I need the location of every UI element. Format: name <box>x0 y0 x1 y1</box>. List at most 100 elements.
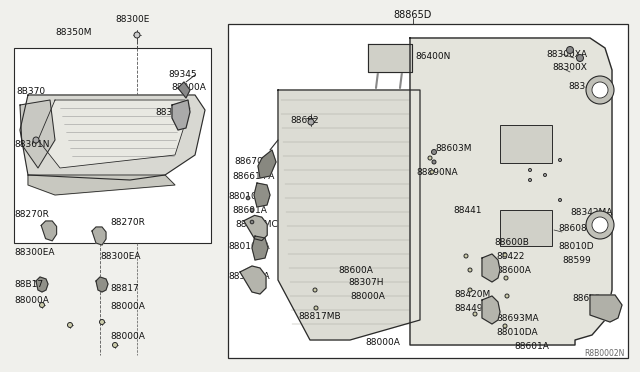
Polygon shape <box>482 296 500 324</box>
Text: 86400N: 86400N <box>415 52 451 61</box>
Text: 88600A: 88600A <box>338 266 373 275</box>
Text: 88890NA: 88890NA <box>416 168 458 177</box>
Circle shape <box>529 169 531 171</box>
Polygon shape <box>368 44 412 72</box>
Circle shape <box>428 156 432 160</box>
Polygon shape <box>20 95 205 180</box>
Bar <box>228 24 628 358</box>
Text: 88341N: 88341N <box>155 108 190 117</box>
Text: 88600B: 88600B <box>494 238 529 247</box>
Text: 88350M: 88350M <box>55 28 92 37</box>
Text: 88300EA: 88300EA <box>100 252 141 261</box>
Text: 88600A: 88600A <box>496 266 531 275</box>
Circle shape <box>468 288 472 292</box>
Circle shape <box>431 150 436 154</box>
Text: 88010DA: 88010DA <box>496 328 538 337</box>
Text: 88300E: 88300E <box>115 15 149 24</box>
Circle shape <box>586 76 614 104</box>
Text: 88300XA: 88300XA <box>546 50 587 59</box>
Polygon shape <box>20 100 55 168</box>
Text: 88307H: 88307H <box>348 278 383 287</box>
Text: 88865D: 88865D <box>394 10 432 20</box>
Text: 88000A: 88000A <box>110 302 145 311</box>
Circle shape <box>246 196 250 200</box>
Text: 88449MA: 88449MA <box>454 304 497 313</box>
Circle shape <box>250 208 254 212</box>
Circle shape <box>468 268 472 272</box>
Polygon shape <box>590 295 622 322</box>
Text: 8B370: 8B370 <box>16 87 45 96</box>
Text: 88010D: 88010D <box>558 242 594 251</box>
Circle shape <box>504 276 508 280</box>
Circle shape <box>33 137 39 143</box>
Polygon shape <box>258 150 276 178</box>
Circle shape <box>464 254 468 258</box>
Text: 88000A: 88000A <box>110 332 145 341</box>
Text: 88817MB: 88817MB <box>298 312 340 321</box>
Text: 88010DA: 88010DA <box>228 242 269 251</box>
Text: 88670YA: 88670YA <box>234 157 273 166</box>
Text: 88000A: 88000A <box>14 296 49 305</box>
Text: 88000A: 88000A <box>350 292 385 301</box>
Circle shape <box>559 158 561 161</box>
Text: 88602: 88602 <box>290 116 319 125</box>
Text: 88422: 88422 <box>496 252 524 261</box>
Circle shape <box>313 288 317 292</box>
Text: 88270R: 88270R <box>14 210 49 219</box>
Text: 88300EA: 88300EA <box>14 248 54 257</box>
Circle shape <box>308 119 314 125</box>
Text: 88010DA: 88010DA <box>228 192 269 201</box>
Polygon shape <box>482 254 500 282</box>
Polygon shape <box>252 236 268 260</box>
Circle shape <box>314 306 318 310</box>
Text: 88817: 88817 <box>110 284 139 293</box>
Polygon shape <box>41 221 56 241</box>
Circle shape <box>566 46 573 54</box>
Polygon shape <box>92 227 106 245</box>
Circle shape <box>586 211 614 239</box>
Polygon shape <box>278 90 420 340</box>
Bar <box>500 210 552 246</box>
Text: 88661+A: 88661+A <box>232 172 275 181</box>
Polygon shape <box>172 100 190 130</box>
Text: 88817MC: 88817MC <box>235 220 278 229</box>
Circle shape <box>503 253 507 257</box>
Circle shape <box>99 320 104 324</box>
Circle shape <box>503 324 507 328</box>
Text: 88342MA: 88342MA <box>568 82 611 91</box>
Polygon shape <box>38 100 190 168</box>
Text: 88270R: 88270R <box>110 218 145 227</box>
Bar <box>14 48 211 243</box>
Polygon shape <box>178 82 190 98</box>
Text: 88300A: 88300A <box>171 83 206 92</box>
Text: 88693MA: 88693MA <box>496 314 539 323</box>
Circle shape <box>432 160 436 164</box>
Text: 88603M: 88603M <box>435 144 472 153</box>
Text: R8B0002N: R8B0002N <box>584 349 625 358</box>
Circle shape <box>473 312 477 316</box>
Circle shape <box>113 343 118 347</box>
Polygon shape <box>254 183 270 207</box>
Text: 88300X: 88300X <box>552 63 587 72</box>
Text: 88601A: 88601A <box>514 342 549 351</box>
Text: 88601A: 88601A <box>232 206 267 215</box>
Text: 89345: 89345 <box>168 70 196 79</box>
Circle shape <box>592 217 608 233</box>
Polygon shape <box>240 266 266 294</box>
Circle shape <box>67 323 72 327</box>
Circle shape <box>592 82 608 98</box>
Circle shape <box>250 220 254 224</box>
Text: 88608NA: 88608NA <box>558 224 600 233</box>
Text: 88342MA: 88342MA <box>570 208 612 217</box>
Polygon shape <box>28 175 175 195</box>
Circle shape <box>134 32 140 38</box>
Circle shape <box>40 302 45 308</box>
Circle shape <box>559 199 561 202</box>
Text: 88441: 88441 <box>453 206 481 215</box>
Circle shape <box>577 55 584 61</box>
Text: 88000A: 88000A <box>365 338 400 347</box>
Circle shape <box>543 173 547 176</box>
Circle shape <box>430 170 434 174</box>
Text: 88393NA: 88393NA <box>228 272 269 281</box>
Text: 88361N: 88361N <box>14 140 49 149</box>
